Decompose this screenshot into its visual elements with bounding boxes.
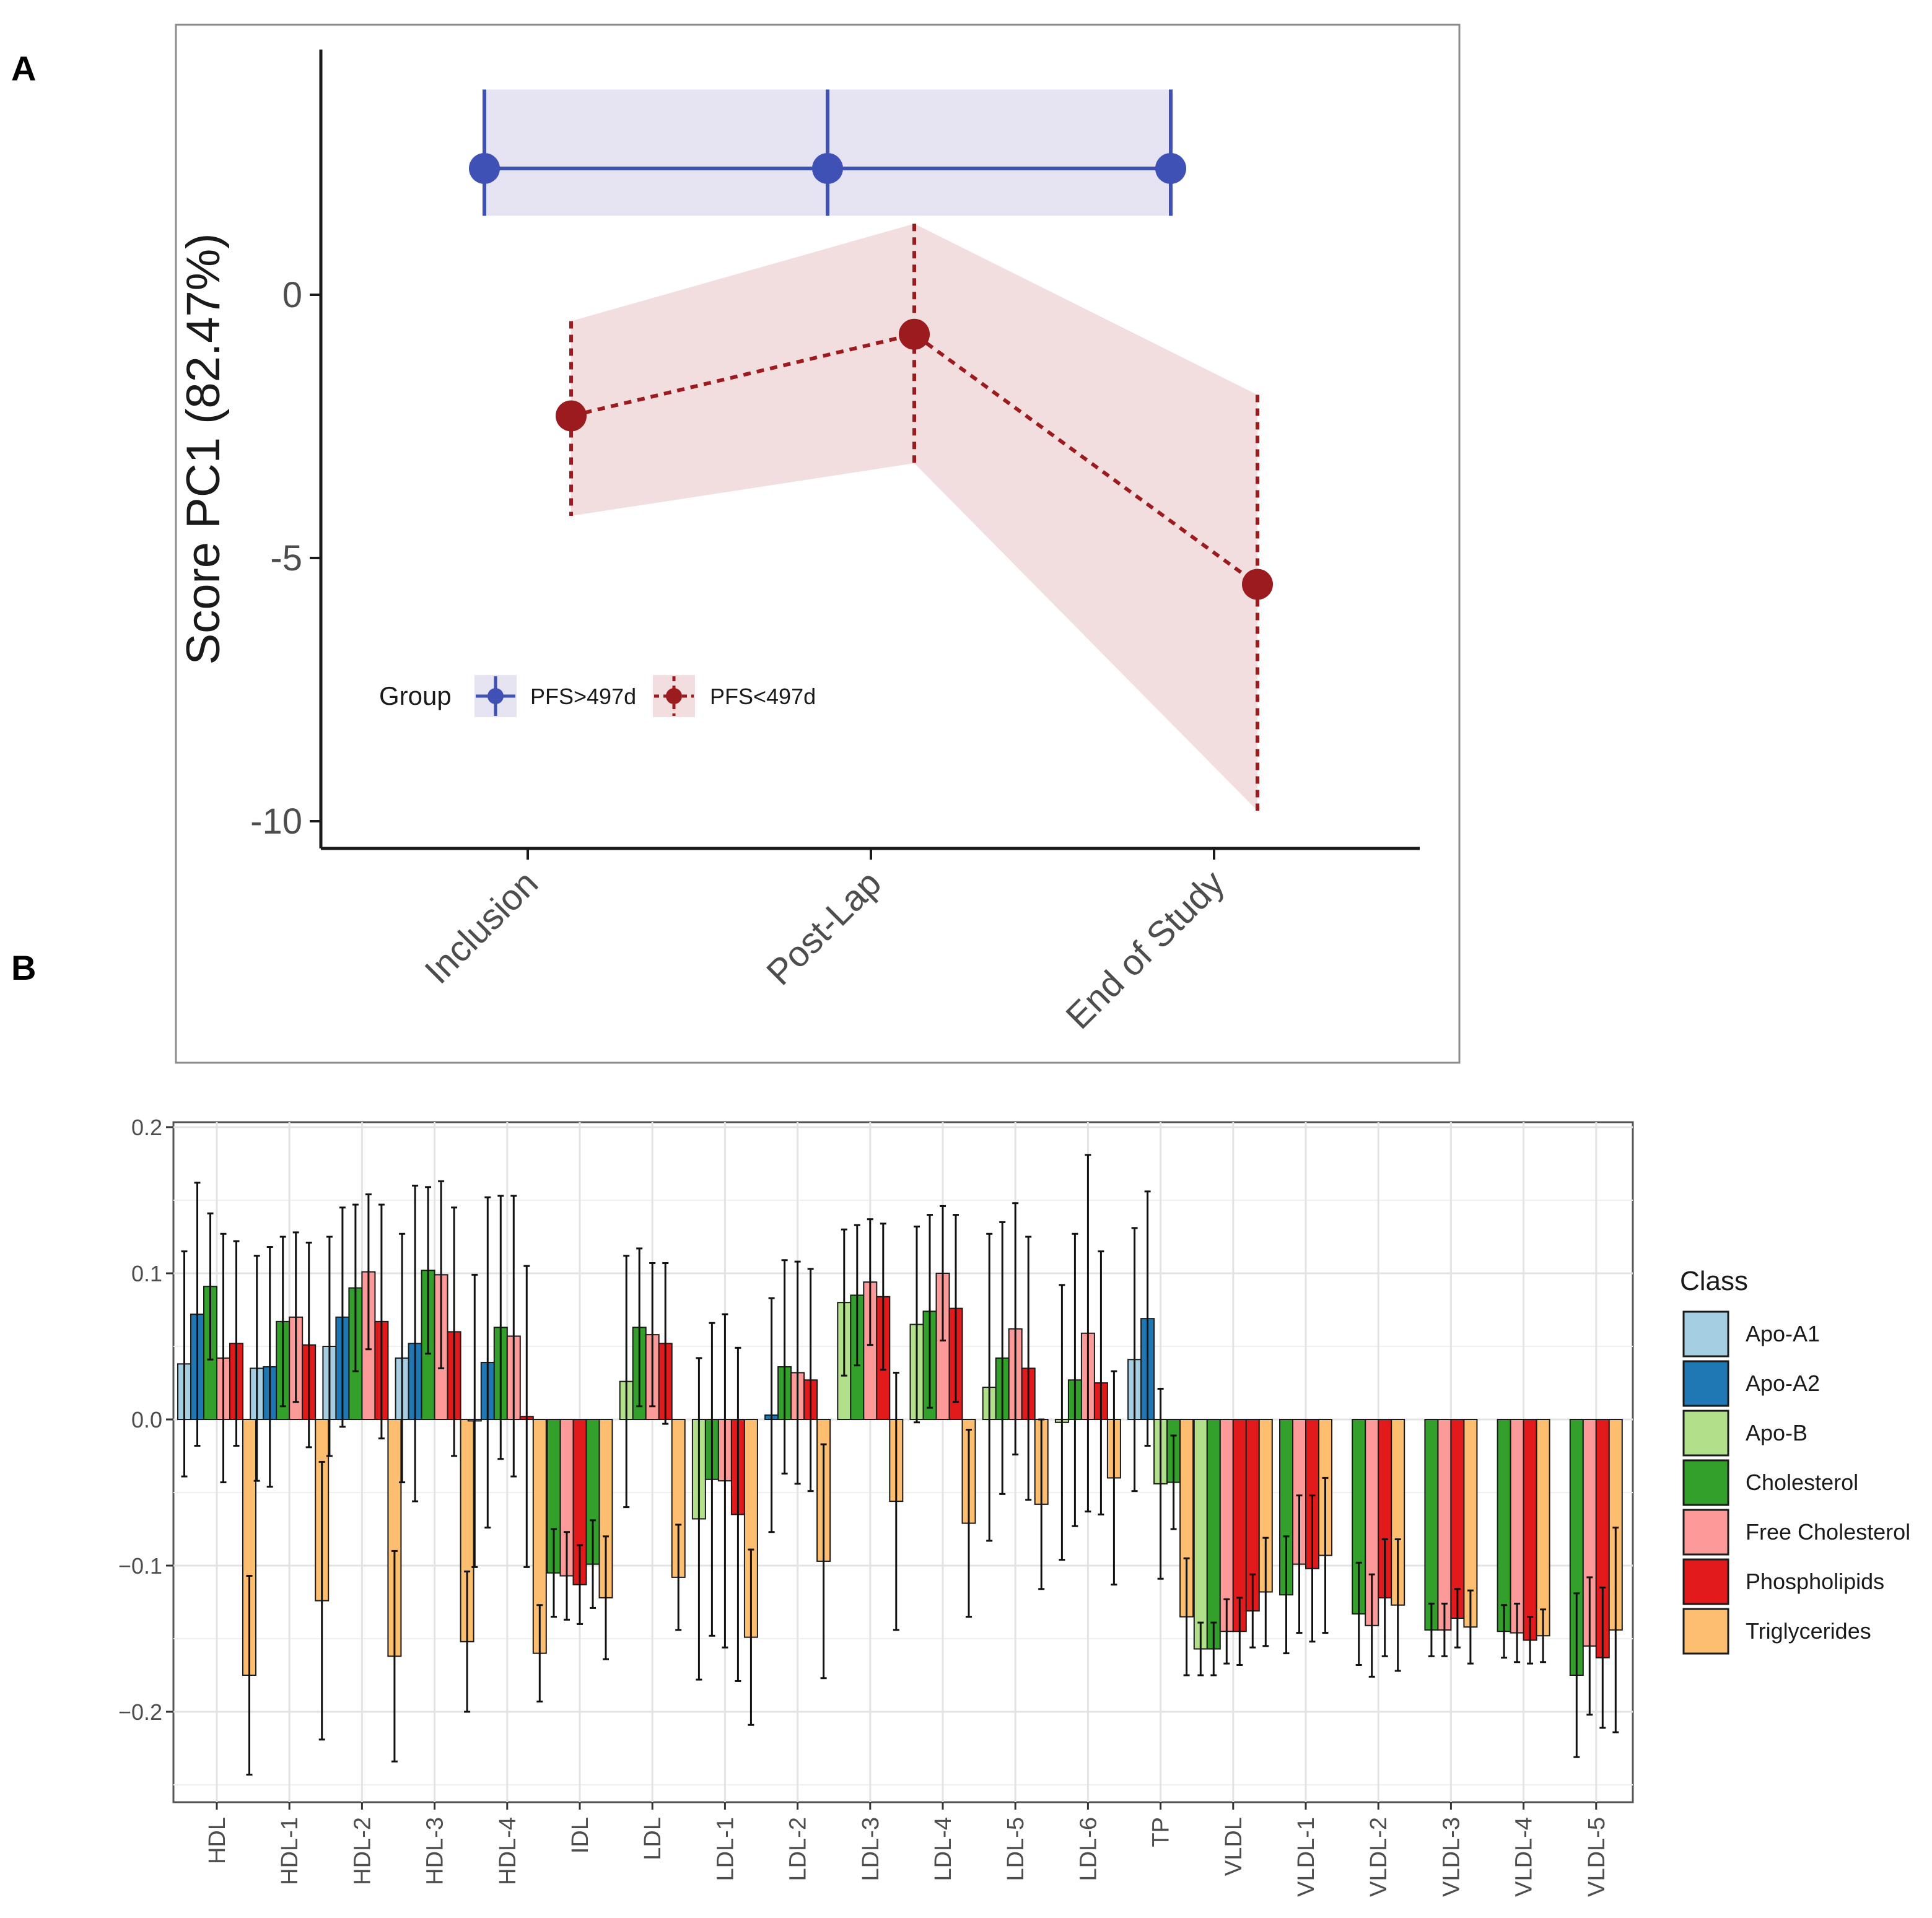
- legend-swatch-1: [1682, 1360, 1729, 1407]
- legend-label-0: PFS>497d: [530, 684, 636, 709]
- legend-class-label-5: Phospholipids: [1746, 1569, 1884, 1594]
- legend-class-label-0: Apo-A1: [1746, 1321, 1820, 1346]
- b-y-tick-label-0: 0.2: [131, 1115, 162, 1140]
- y-tick-label-0: 0: [282, 275, 302, 315]
- legend-class-label-3: Cholesterol: [1746, 1470, 1858, 1495]
- bar-17-1: [1437, 1419, 1452, 1631]
- ribbon-1: [571, 224, 1257, 811]
- legend-class-label-4: Free Cholesterol: [1746, 1519, 1910, 1545]
- b-y-tick-label-1: 0.1: [131, 1261, 162, 1286]
- b-y-tick-label-4: −0.2: [118, 1699, 162, 1725]
- point-1-1: [899, 318, 930, 350]
- legend-class-label-2: Apo-B: [1746, 1420, 1807, 1445]
- legend-key-point-0: [487, 688, 504, 704]
- b-x-tick-label-14: VLDL: [1221, 1817, 1247, 1876]
- b-x-tick-label-3: HDL-3: [422, 1817, 448, 1885]
- y-tick-label-1: -5: [270, 538, 302, 578]
- b-y-tick-label-2: 0.0: [131, 1407, 162, 1432]
- bar-14-1: [1206, 1419, 1221, 1650]
- bar-18-1: [1510, 1419, 1524, 1634]
- b-x-tick-label-17: VLDL-3: [1438, 1817, 1464, 1897]
- point-0-1: [812, 153, 843, 184]
- legend-swatch-4: [1682, 1509, 1729, 1556]
- b-x-tick-label-10: LDL-4: [930, 1817, 956, 1881]
- point-0-0: [469, 153, 500, 184]
- legend-swatch-5: [1682, 1558, 1729, 1605]
- b-x-tick-label-18: VLDL-4: [1511, 1817, 1537, 1897]
- legend-swatch-6: [1682, 1608, 1729, 1655]
- b-x-tick-label-7: LDL-1: [712, 1817, 738, 1881]
- bar-18-3: [1536, 1419, 1550, 1637]
- b-x-tick-label-8: LDL-2: [785, 1817, 811, 1881]
- y-axis-title: Score PC1 (82.47%): [177, 233, 230, 665]
- b-x-tick-label-1: HDL-1: [277, 1817, 303, 1885]
- b-x-tick-label-9: LDL-3: [858, 1817, 884, 1881]
- b-x-tick-label-4: HDL-4: [495, 1817, 521, 1885]
- panel-a-label: A: [11, 49, 37, 88]
- legend-class-label-6: Triglycerides: [1746, 1618, 1871, 1644]
- b-x-tick-label-15: VLDL-1: [1293, 1817, 1319, 1897]
- panel-b-label: B: [11, 948, 37, 987]
- legend-label-1: PFS<497d: [710, 684, 816, 709]
- legend-swatch-3: [1682, 1459, 1729, 1506]
- legend-swatch-0: [1682, 1310, 1729, 1358]
- b-x-tick-label-5: IDL: [567, 1817, 593, 1854]
- b-x-tick-label-2: HDL-2: [349, 1817, 375, 1885]
- legend-title-a: Group: [379, 681, 452, 710]
- bar-18-2: [1523, 1419, 1537, 1641]
- b-y-tick-label-3: −0.1: [118, 1553, 162, 1579]
- point-1-0: [556, 400, 587, 432]
- legend-title-b: Class: [1680, 1266, 1748, 1296]
- b-x-tick-label-13: TP: [1148, 1817, 1174, 1847]
- point-1-2: [1242, 569, 1273, 600]
- point-0-2: [1155, 153, 1186, 184]
- b-x-tick-label-0: HDL: [204, 1817, 230, 1864]
- bar-17-0: [1424, 1419, 1439, 1631]
- b-x-tick-label-11: LDL-5: [1003, 1817, 1029, 1881]
- legend-swatch-2: [1682, 1410, 1729, 1457]
- y-tick-label-2: -10: [250, 801, 302, 842]
- b-x-tick-label-19: VLDL-5: [1584, 1817, 1610, 1897]
- bar-14-0: [1193, 1419, 1208, 1650]
- b-x-tick-label-6: LDL: [640, 1817, 666, 1860]
- legend-class-label-1: Apo-A2: [1746, 1371, 1820, 1396]
- b-x-tick-label-12: LDL-6: [1075, 1817, 1101, 1881]
- legend-key-point-1: [666, 688, 682, 704]
- b-x-tick-label-16: VLDL-2: [1366, 1817, 1392, 1897]
- bar-18-0: [1497, 1419, 1511, 1632]
